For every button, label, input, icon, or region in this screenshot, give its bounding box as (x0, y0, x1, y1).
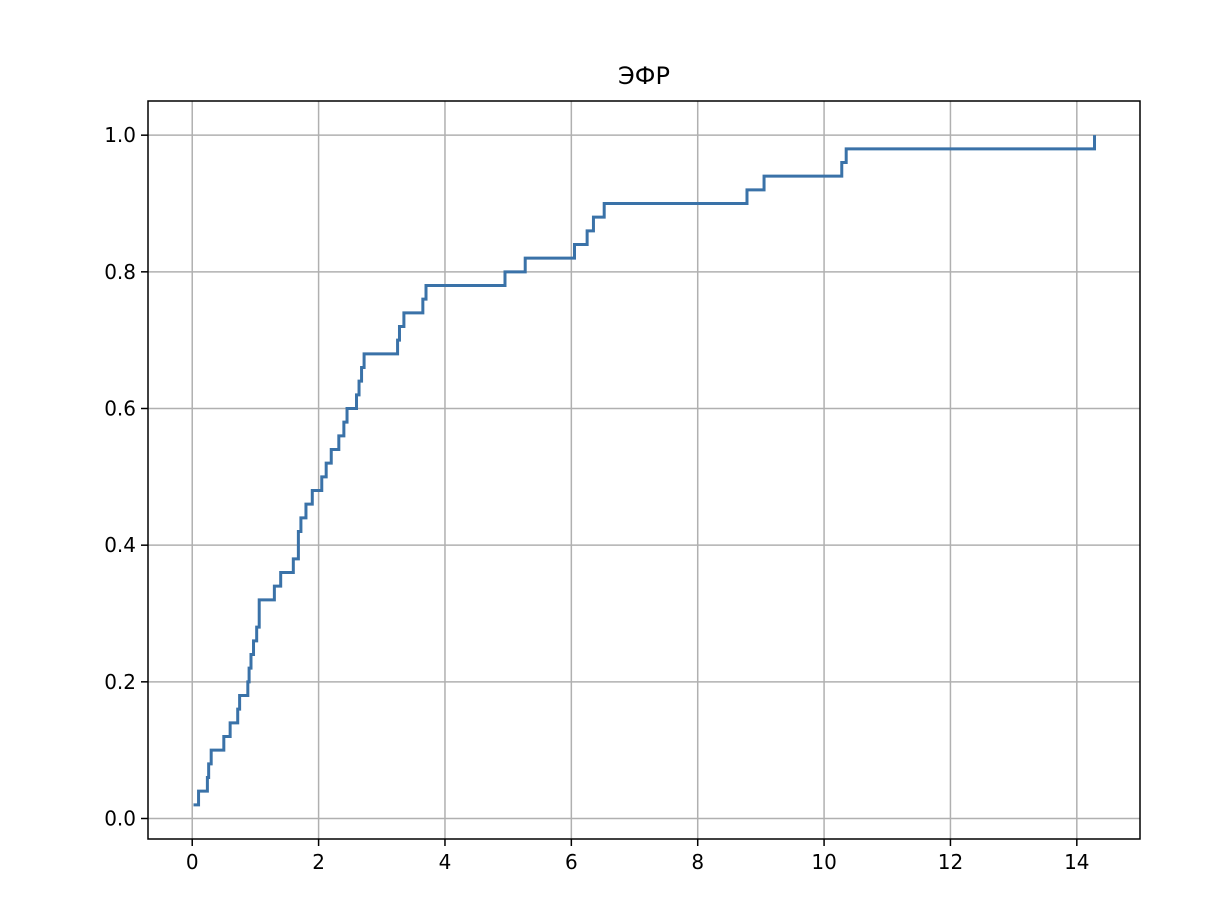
y-tick-label: 1.0 (104, 123, 136, 147)
y-tick-label: 0.2 (104, 670, 136, 694)
x-tick-label: 6 (565, 850, 578, 874)
y-tick-label: 0.0 (104, 807, 136, 831)
x-tick-label: 2 (312, 850, 325, 874)
chart-title: ЭФР (618, 62, 670, 90)
x-tick-label: 8 (691, 850, 704, 874)
grid (148, 101, 1140, 839)
x-tick-label: 4 (439, 850, 452, 874)
ticks: 0 2 4 6 8 10 12 14 0.0 0.2 0.4 0.6 0.8 1.0 (104, 123, 1089, 874)
y-tick-label: 0.4 (104, 533, 136, 557)
series-layer (193, 135, 1097, 807)
plot-frame (147, 100, 1141, 840)
x-tick-label: 14 (1064, 850, 1089, 874)
y-tick-label: 0.6 (104, 397, 136, 421)
ecdf-step-line (193, 135, 1097, 807)
x-tick-label: 0 (186, 850, 199, 874)
y-tick-label: 0.8 (104, 260, 136, 284)
x-tick-label: 12 (938, 850, 963, 874)
x-tick-label: 10 (811, 850, 836, 874)
